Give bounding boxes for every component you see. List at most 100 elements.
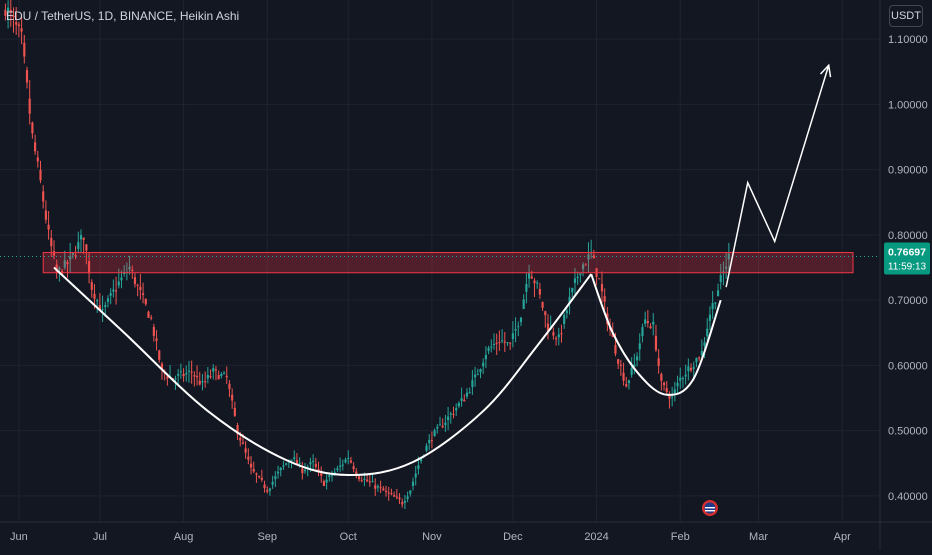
flag-stripe <box>704 507 715 509</box>
candles <box>4 0 730 510</box>
candle-body <box>268 488 272 491</box>
candle-body <box>598 278 601 280</box>
drawings[interactable] <box>53 63 832 477</box>
candle-body <box>166 376 169 379</box>
candle-body <box>247 456 250 460</box>
candle-body <box>112 289 115 292</box>
candle-body <box>276 471 280 474</box>
candle-body <box>158 350 161 360</box>
candle-body <box>573 278 577 283</box>
candle-body <box>490 346 493 348</box>
candle-body <box>725 266 728 269</box>
candle-body <box>501 340 504 342</box>
candle-body <box>204 381 207 383</box>
candle-body <box>509 342 512 344</box>
candle-body <box>455 408 458 411</box>
candle-body <box>7 7 10 12</box>
candle-body <box>309 462 312 465</box>
resistance-zone[interactable] <box>0 252 880 274</box>
handle-curve <box>590 273 722 396</box>
candle-body <box>17 24 20 27</box>
candle-body <box>544 311 547 316</box>
candle-body <box>708 314 712 321</box>
candle-body <box>271 481 274 485</box>
candle-body <box>654 335 658 351</box>
candle-body <box>101 308 104 310</box>
candle-body <box>185 373 188 375</box>
candle-body <box>679 377 682 381</box>
candle-body <box>525 283 528 292</box>
y-tick-label: 1.00000 <box>888 99 928 111</box>
y-tick-label: 0.50000 <box>888 426 928 438</box>
candle-body <box>144 298 147 305</box>
candle-body <box>258 476 261 478</box>
candle-body <box>401 502 404 505</box>
candle-body <box>714 302 717 304</box>
candle-body <box>74 255 77 257</box>
candle-body <box>85 244 88 251</box>
candle-body <box>9 10 12 13</box>
candle-body <box>128 266 131 270</box>
candle-body <box>88 261 91 274</box>
candle-body <box>249 463 253 468</box>
projection-path <box>725 65 830 288</box>
flag-stripe <box>704 510 715 512</box>
projection-arrowhead <box>820 63 832 78</box>
currency-button[interactable]: USDT <box>889 5 923 27</box>
event-markers[interactable] <box>701 500 718 516</box>
candle-body <box>252 469 255 472</box>
candle-body <box>368 481 371 483</box>
candle-body <box>644 319 647 324</box>
candle-body <box>320 473 323 476</box>
y-tick-label: 0.80000 <box>888 230 928 242</box>
candle-body <box>244 448 247 453</box>
candle-body <box>657 358 660 366</box>
candle-body <box>603 296 606 302</box>
candle-body <box>565 310 568 314</box>
candle-body <box>447 416 450 421</box>
price-badge-box <box>884 242 930 275</box>
candle-body <box>206 374 209 379</box>
grid <box>0 0 880 522</box>
x-tick-label: Feb <box>671 531 690 543</box>
candle-body <box>47 224 50 230</box>
candle-body <box>671 396 674 398</box>
candle-body <box>438 424 442 426</box>
candle-body <box>36 157 39 162</box>
candle-body <box>344 459 347 463</box>
candle-body <box>333 472 336 474</box>
candle-body <box>393 495 396 497</box>
candle-body <box>468 392 471 394</box>
candle-body <box>312 460 315 462</box>
candle-body <box>79 235 83 240</box>
y-tick-label: 1.10000 <box>888 34 928 46</box>
candle-body <box>209 376 212 378</box>
candle-body <box>376 486 379 488</box>
candle-body <box>457 403 460 407</box>
candle-body <box>90 282 93 290</box>
candle-body <box>187 370 191 372</box>
candle-body <box>716 290 720 297</box>
candle-body <box>676 382 679 387</box>
candle-body <box>255 473 258 475</box>
candle-body <box>409 490 412 494</box>
candle-body <box>441 425 444 428</box>
candle-body <box>460 398 463 401</box>
price-badge-countdown: 11:59:13 <box>888 261 927 272</box>
candle-body <box>177 373 180 376</box>
candle-body <box>360 480 363 482</box>
candle-body <box>225 375 228 378</box>
candle-body <box>519 317 523 323</box>
candle-body <box>692 366 695 370</box>
cup-curve <box>53 266 592 477</box>
candle-body <box>533 280 536 284</box>
y-tick-label: 0.70000 <box>888 295 928 307</box>
candle-body <box>495 342 498 344</box>
candle-body <box>503 341 506 343</box>
candle-body <box>600 284 604 292</box>
candle-body <box>579 273 582 276</box>
candle-body <box>433 430 436 437</box>
candle-body <box>563 314 566 324</box>
